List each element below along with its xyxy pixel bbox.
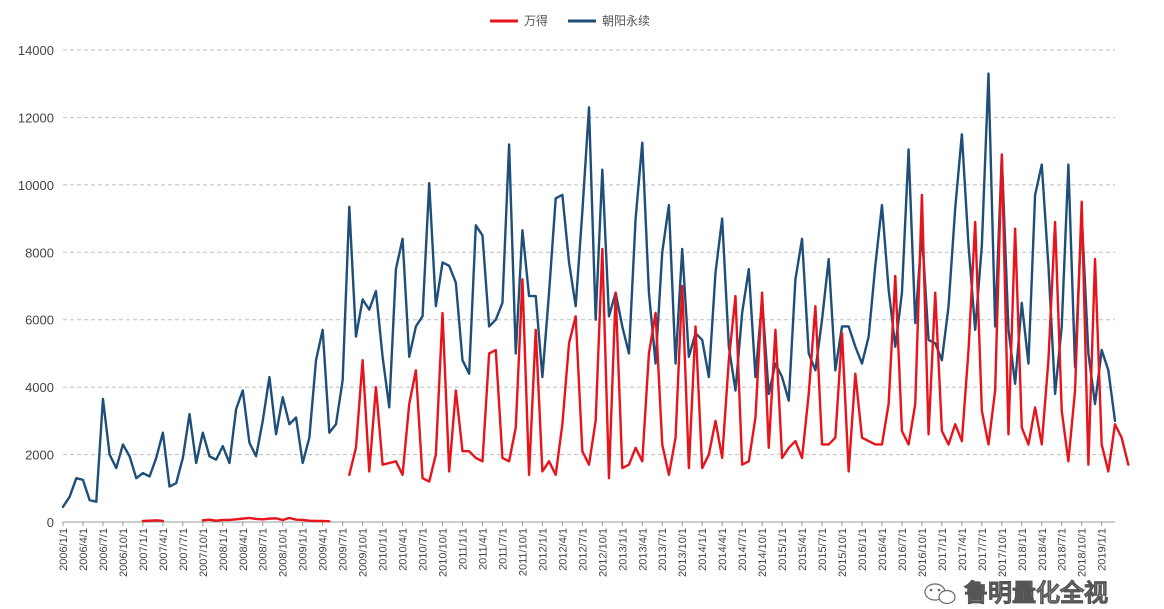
x-tick-label: 2007/1/1 xyxy=(138,528,150,571)
x-tick-label: 2010/10/1 xyxy=(438,528,450,577)
x-tick-label: 2009/10/1 xyxy=(358,528,370,577)
y-tick-label: 12000 xyxy=(18,110,54,125)
x-axis-ticks: 2006/1/1 2006/4/1 2006/7/1 2006/10/1 2007/1/… xyxy=(58,522,1109,577)
x-tick-label: 2017/4/1 xyxy=(957,528,969,571)
x-tick-label: 2008/10/1 xyxy=(278,528,290,577)
x-tick-label: 2007/7/1 xyxy=(178,528,190,571)
legend-label-chaoyang: 朝阳永续 xyxy=(602,14,650,28)
x-tick-label: 2008/1/1 xyxy=(218,528,230,571)
x-tick-label: 2014/4/1 xyxy=(717,528,729,571)
x-tick-label: 2010/1/1 xyxy=(378,528,390,571)
legend: 万得 朝阳永续 xyxy=(490,13,650,28)
x-tick-label: 2011/1/1 xyxy=(457,528,469,570)
y-tick-label: 14000 xyxy=(18,43,54,58)
x-tick-label: 2013/10/1 xyxy=(677,528,689,577)
x-tick-label: 2011/10/1 xyxy=(517,528,529,576)
x-tick-label: 2018/10/1 xyxy=(1077,528,1089,577)
x-tick-label: 2013/4/1 xyxy=(637,528,649,571)
y-axis-ticks: 0 2000 4000 6000 8000 10000 12000 14000 xyxy=(18,43,54,530)
series-line-chaoyang xyxy=(61,72,1117,509)
x-tick-label: 2012/7/1 xyxy=(577,528,589,571)
series-lines xyxy=(61,72,1130,523)
x-tick-label: 2007/4/1 xyxy=(158,528,170,571)
x-tick-label: 2018/4/1 xyxy=(1037,528,1049,571)
x-tick-label: 2016/7/1 xyxy=(897,528,909,571)
x-tick-label: 2010/7/1 xyxy=(418,528,430,571)
y-tick-label: 0 xyxy=(47,515,54,530)
x-tick-label: 2017/7/1 xyxy=(977,528,989,571)
x-tick-label: 2017/10/1 xyxy=(997,528,1009,577)
x-tick-label: 2009/7/1 xyxy=(338,528,350,571)
x-tick-label: 2006/4/1 xyxy=(78,528,90,571)
x-tick-label: 2016/10/1 xyxy=(917,528,929,577)
x-tick-label: 2011/4/1 xyxy=(477,528,489,570)
x-tick-label: 2006/7/1 xyxy=(98,528,110,571)
x-tick-label: 2018/7/1 xyxy=(1057,528,1069,571)
x-tick-label: 2009/4/1 xyxy=(318,528,330,571)
watermark: 鲁明量化全视 xyxy=(924,579,1108,607)
y-tick-label: 4000 xyxy=(25,380,54,395)
watermark-text: 鲁明量化全视 xyxy=(964,579,1108,607)
x-tick-label: 2007/10/1 xyxy=(198,528,210,577)
series-line-wande xyxy=(141,153,1130,523)
x-tick-label: 2010/4/1 xyxy=(398,528,410,571)
x-tick-label: 2008/4/1 xyxy=(238,528,250,571)
x-tick-label: 2014/7/1 xyxy=(737,528,749,571)
y-tick-label: 10000 xyxy=(18,178,54,193)
x-tick-label: 2015/1/1 xyxy=(777,528,789,571)
x-tick-label: 2011/7/1 xyxy=(497,528,509,570)
x-tick-label: 2012/10/1 xyxy=(597,528,609,577)
x-tick-label: 2016/4/1 xyxy=(877,528,889,571)
y-tick-label: 6000 xyxy=(25,313,54,328)
x-tick-label: 2017/1/1 xyxy=(937,528,949,571)
x-tick-label: 2019/1/1 xyxy=(1097,528,1109,571)
x-tick-label: 2009/1/1 xyxy=(298,528,310,571)
x-tick-label: 2016/1/1 xyxy=(857,528,869,571)
x-tick-label: 2015/4/1 xyxy=(797,528,809,571)
x-tick-label: 2018/1/1 xyxy=(1017,528,1029,571)
x-tick-label: 2015/7/1 xyxy=(817,528,829,571)
x-tick-label: 2014/1/1 xyxy=(697,528,709,571)
x-tick-label: 2008/7/1 xyxy=(258,528,270,571)
x-tick-label: 2013/7/1 xyxy=(657,528,669,571)
x-tick-label: 2012/1/1 xyxy=(537,528,549,571)
legend-label-wande: 万得 xyxy=(524,13,548,28)
y-tick-label: 8000 xyxy=(25,245,54,260)
x-tick-label: 2006/1/1 xyxy=(58,528,70,571)
wechat-bubble-icon xyxy=(924,583,956,605)
x-tick-label: 2015/10/1 xyxy=(837,528,849,577)
x-tick-label: 2013/1/1 xyxy=(617,528,629,571)
y-tick-label: 2000 xyxy=(25,448,54,463)
x-tick-label: 2006/10/1 xyxy=(118,528,130,577)
x-tick-label: 2012/4/1 xyxy=(557,528,569,571)
x-tick-label: 2014/10/1 xyxy=(757,528,769,577)
